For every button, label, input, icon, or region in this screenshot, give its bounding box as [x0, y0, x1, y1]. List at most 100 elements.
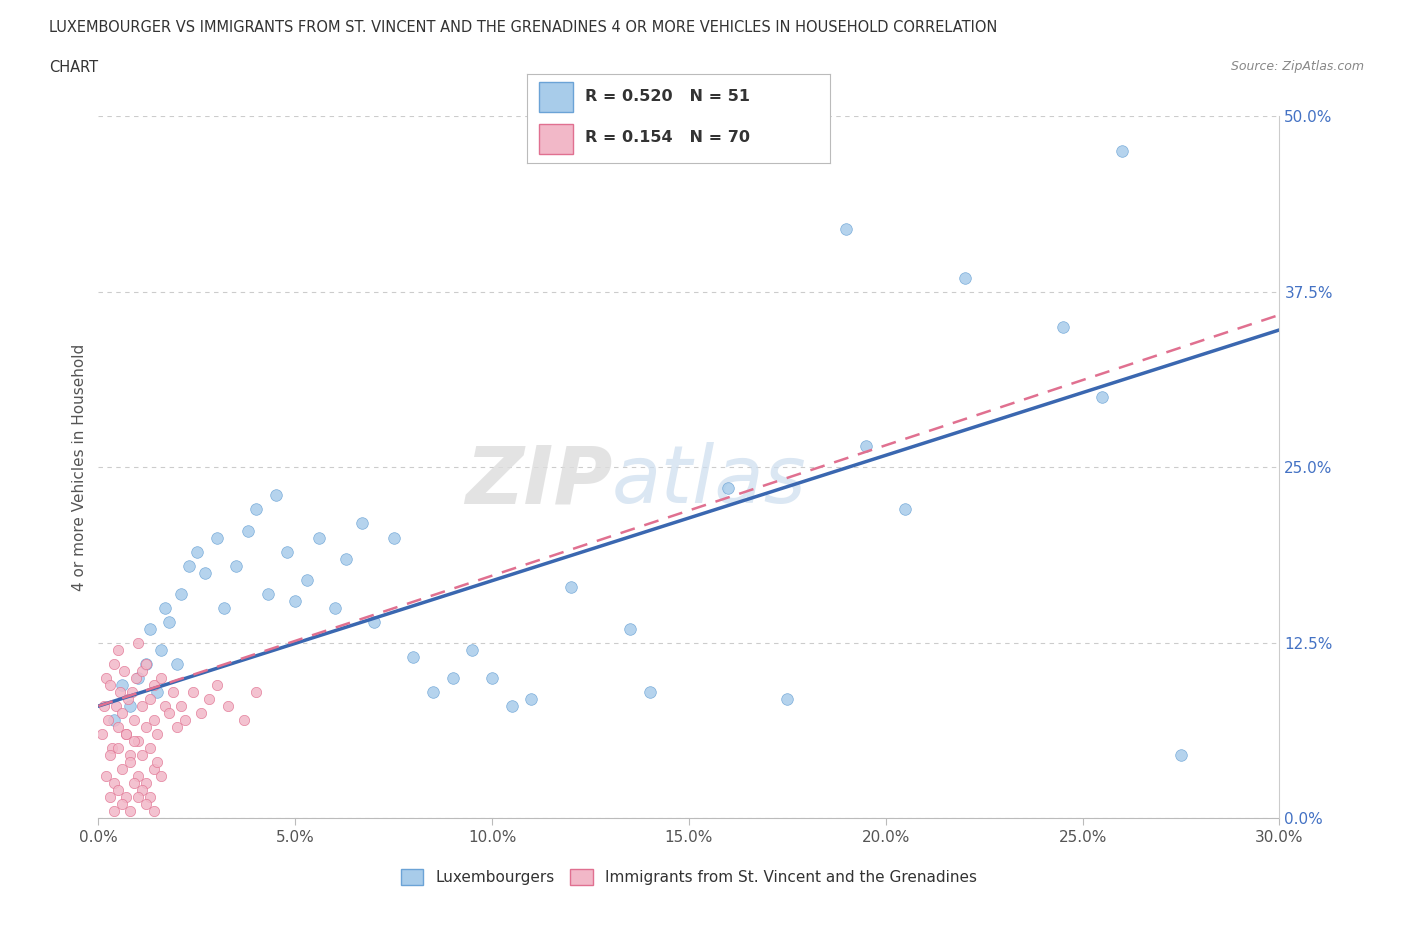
Point	[105, 698, 128, 713]
Point	[233, 712, 256, 727]
Point	[894, 502, 917, 517]
Point	[214, 601, 236, 616]
Point	[441, 671, 464, 685]
Text: Source: ZipAtlas.com: Source: ZipAtlas.com	[1230, 60, 1364, 73]
Point	[138, 740, 160, 755]
Point	[481, 671, 503, 685]
Point	[146, 755, 169, 770]
Text: CHART: CHART	[49, 60, 98, 74]
Point	[111, 797, 134, 812]
Point	[295, 572, 318, 587]
Point	[118, 804, 141, 818]
Point	[190, 706, 212, 721]
Point	[619, 621, 641, 636]
Point	[131, 783, 153, 798]
Point	[127, 790, 149, 804]
Point	[125, 671, 148, 685]
Point	[205, 678, 228, 693]
Point	[142, 804, 165, 818]
Point	[107, 643, 129, 658]
Point	[131, 663, 153, 678]
Point	[150, 769, 173, 784]
Point	[127, 769, 149, 784]
Point	[835, 221, 858, 236]
Point	[118, 698, 141, 713]
Point	[98, 790, 121, 804]
Point	[264, 488, 287, 503]
Point	[174, 712, 197, 727]
Point	[1170, 748, 1192, 763]
Point	[170, 586, 193, 601]
Point	[382, 530, 405, 545]
Point	[166, 720, 188, 735]
Point	[157, 706, 180, 721]
Point	[177, 558, 200, 573]
Point	[111, 762, 134, 777]
Point	[162, 684, 184, 699]
Point	[217, 698, 239, 713]
Point	[501, 698, 523, 713]
Point	[96, 769, 118, 784]
Point	[402, 649, 425, 664]
Point	[194, 565, 217, 580]
Point	[98, 748, 121, 763]
Point	[108, 684, 131, 699]
Y-axis label: 4 or more Vehicles in Household: 4 or more Vehicles in Household	[72, 344, 87, 591]
Point	[103, 776, 125, 790]
Point	[103, 712, 125, 727]
Point	[461, 643, 484, 658]
Point	[103, 657, 125, 671]
Point	[142, 762, 165, 777]
Point	[560, 579, 582, 594]
Point	[115, 726, 138, 741]
Point	[308, 530, 330, 545]
Point	[150, 643, 173, 658]
Point	[117, 692, 139, 707]
Point	[135, 797, 157, 812]
Point	[142, 712, 165, 727]
Point	[135, 657, 157, 671]
Point	[717, 481, 740, 496]
Point	[131, 698, 153, 713]
Point	[335, 551, 357, 566]
Point	[276, 544, 298, 559]
Point	[122, 776, 145, 790]
Point	[1111, 144, 1133, 159]
Point	[121, 684, 143, 699]
Point	[96, 671, 118, 685]
Point	[127, 734, 149, 749]
Point	[135, 657, 157, 671]
Point	[150, 671, 173, 685]
Point	[146, 726, 169, 741]
Point	[98, 678, 121, 693]
Point	[352, 516, 374, 531]
Point	[111, 678, 134, 693]
Point	[101, 740, 124, 755]
Point	[103, 804, 125, 818]
Point	[363, 615, 385, 630]
Point	[115, 790, 138, 804]
Point	[638, 684, 661, 699]
Point	[855, 439, 877, 454]
Point	[127, 671, 149, 685]
Point	[953, 271, 976, 286]
Point	[256, 586, 278, 601]
Point	[135, 720, 157, 735]
Point	[115, 726, 138, 741]
Point	[323, 601, 346, 616]
Bar	[540, 124, 572, 154]
Legend: Luxembourgers, Immigrants from St. Vincent and the Grenadines: Luxembourgers, Immigrants from St. Vince…	[395, 863, 983, 892]
Point	[146, 684, 169, 699]
Text: R = 0.520   N = 51: R = 0.520 N = 51	[585, 89, 749, 104]
Point	[776, 692, 799, 707]
Text: ZIP: ZIP	[465, 443, 612, 521]
Point	[197, 692, 219, 707]
Point	[111, 706, 134, 721]
Point	[138, 692, 160, 707]
Point	[107, 740, 129, 755]
Point	[138, 621, 160, 636]
Point	[284, 593, 307, 608]
Point	[422, 684, 444, 699]
Point	[93, 698, 115, 713]
Point	[122, 734, 145, 749]
